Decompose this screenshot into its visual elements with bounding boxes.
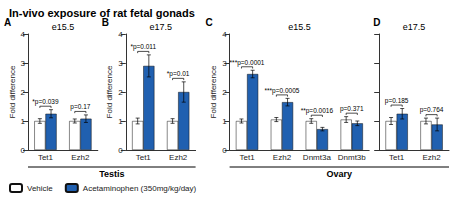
svg-text:2: 2 <box>21 88 26 97</box>
svg-text:4: 4 <box>118 30 123 39</box>
svg-text:*p=0.039: *p=0.039 <box>32 98 59 106</box>
svg-text:p=0.185: p=0.185 <box>385 97 409 105</box>
svg-text:*p=0.011: *p=0.011 <box>130 43 156 51</box>
svg-text:***p=0.0005: ***p=0.0005 <box>265 87 300 95</box>
svg-text:A: A <box>4 16 12 28</box>
svg-text:e17.5: e17.5 <box>403 22 426 32</box>
svg-text:0: 0 <box>222 146 227 155</box>
svg-text:Tet1: Tet1 <box>239 153 255 162</box>
svg-text:*p=0.01: *p=0.01 <box>167 70 190 78</box>
svg-text:2: 2 <box>222 88 227 97</box>
svg-text:1: 1 <box>118 117 123 126</box>
svg-text:p=0.764: p=0.764 <box>420 106 444 114</box>
svg-text:4: 4 <box>21 30 26 39</box>
svg-text:Ezh2: Ezh2 <box>273 153 292 162</box>
svg-text:Ezh2: Ezh2 <box>71 153 90 162</box>
svg-text:***p=0.0001: ***p=0.0001 <box>230 59 265 67</box>
svg-text:Acetaminophen (350mg/kg/day): Acetaminophen (350mg/kg/day) <box>83 184 197 193</box>
svg-text:Testis: Testis <box>99 169 124 179</box>
svg-text:3: 3 <box>222 59 227 68</box>
svg-text:D: D <box>373 17 380 28</box>
svg-text:In-vivo exposure of rat fetal: In-vivo exposure of rat fetal gonads <box>9 7 195 19</box>
svg-text:C: C <box>206 17 213 28</box>
svg-text:Dnmt3a: Dnmt3a <box>303 153 332 162</box>
svg-text:e15.5: e15.5 <box>288 22 311 32</box>
svg-text:Ezh2: Ezh2 <box>422 153 441 162</box>
svg-text:Tet1: Tet1 <box>38 153 54 162</box>
svg-text:0: 0 <box>21 146 26 155</box>
svg-text:Dnmt3b: Dnmt3b <box>338 153 367 162</box>
svg-text:Vehicle: Vehicle <box>27 184 53 193</box>
svg-text:2: 2 <box>118 88 123 97</box>
svg-text:1: 1 <box>222 117 227 126</box>
svg-text:Fold difference: Fold difference <box>209 65 218 118</box>
svg-text:p=0.371: p=0.371 <box>340 105 364 113</box>
svg-text:4: 4 <box>222 30 227 39</box>
svg-text:B: B <box>101 16 109 28</box>
svg-text:Fold difference: Fold difference <box>8 65 17 118</box>
svg-text:e17.5: e17.5 <box>149 22 172 32</box>
svg-text:Ezh2: Ezh2 <box>169 153 188 162</box>
svg-text:Tet1: Tet1 <box>389 153 405 162</box>
svg-text:0: 0 <box>118 146 123 155</box>
svg-text:1: 1 <box>21 117 26 126</box>
svg-text:Tet1: Tet1 <box>136 153 152 162</box>
svg-text:3: 3 <box>21 59 26 68</box>
svg-text:**p=0.0016: **p=0.0016 <box>301 107 334 115</box>
svg-text:p=0.17: p=0.17 <box>70 103 90 111</box>
svg-text:e15.5: e15.5 <box>52 22 75 32</box>
svg-text:Ovary: Ovary <box>327 169 353 179</box>
svg-text:3: 3 <box>118 59 123 68</box>
svg-text:Fold difference: Fold difference <box>105 65 114 118</box>
